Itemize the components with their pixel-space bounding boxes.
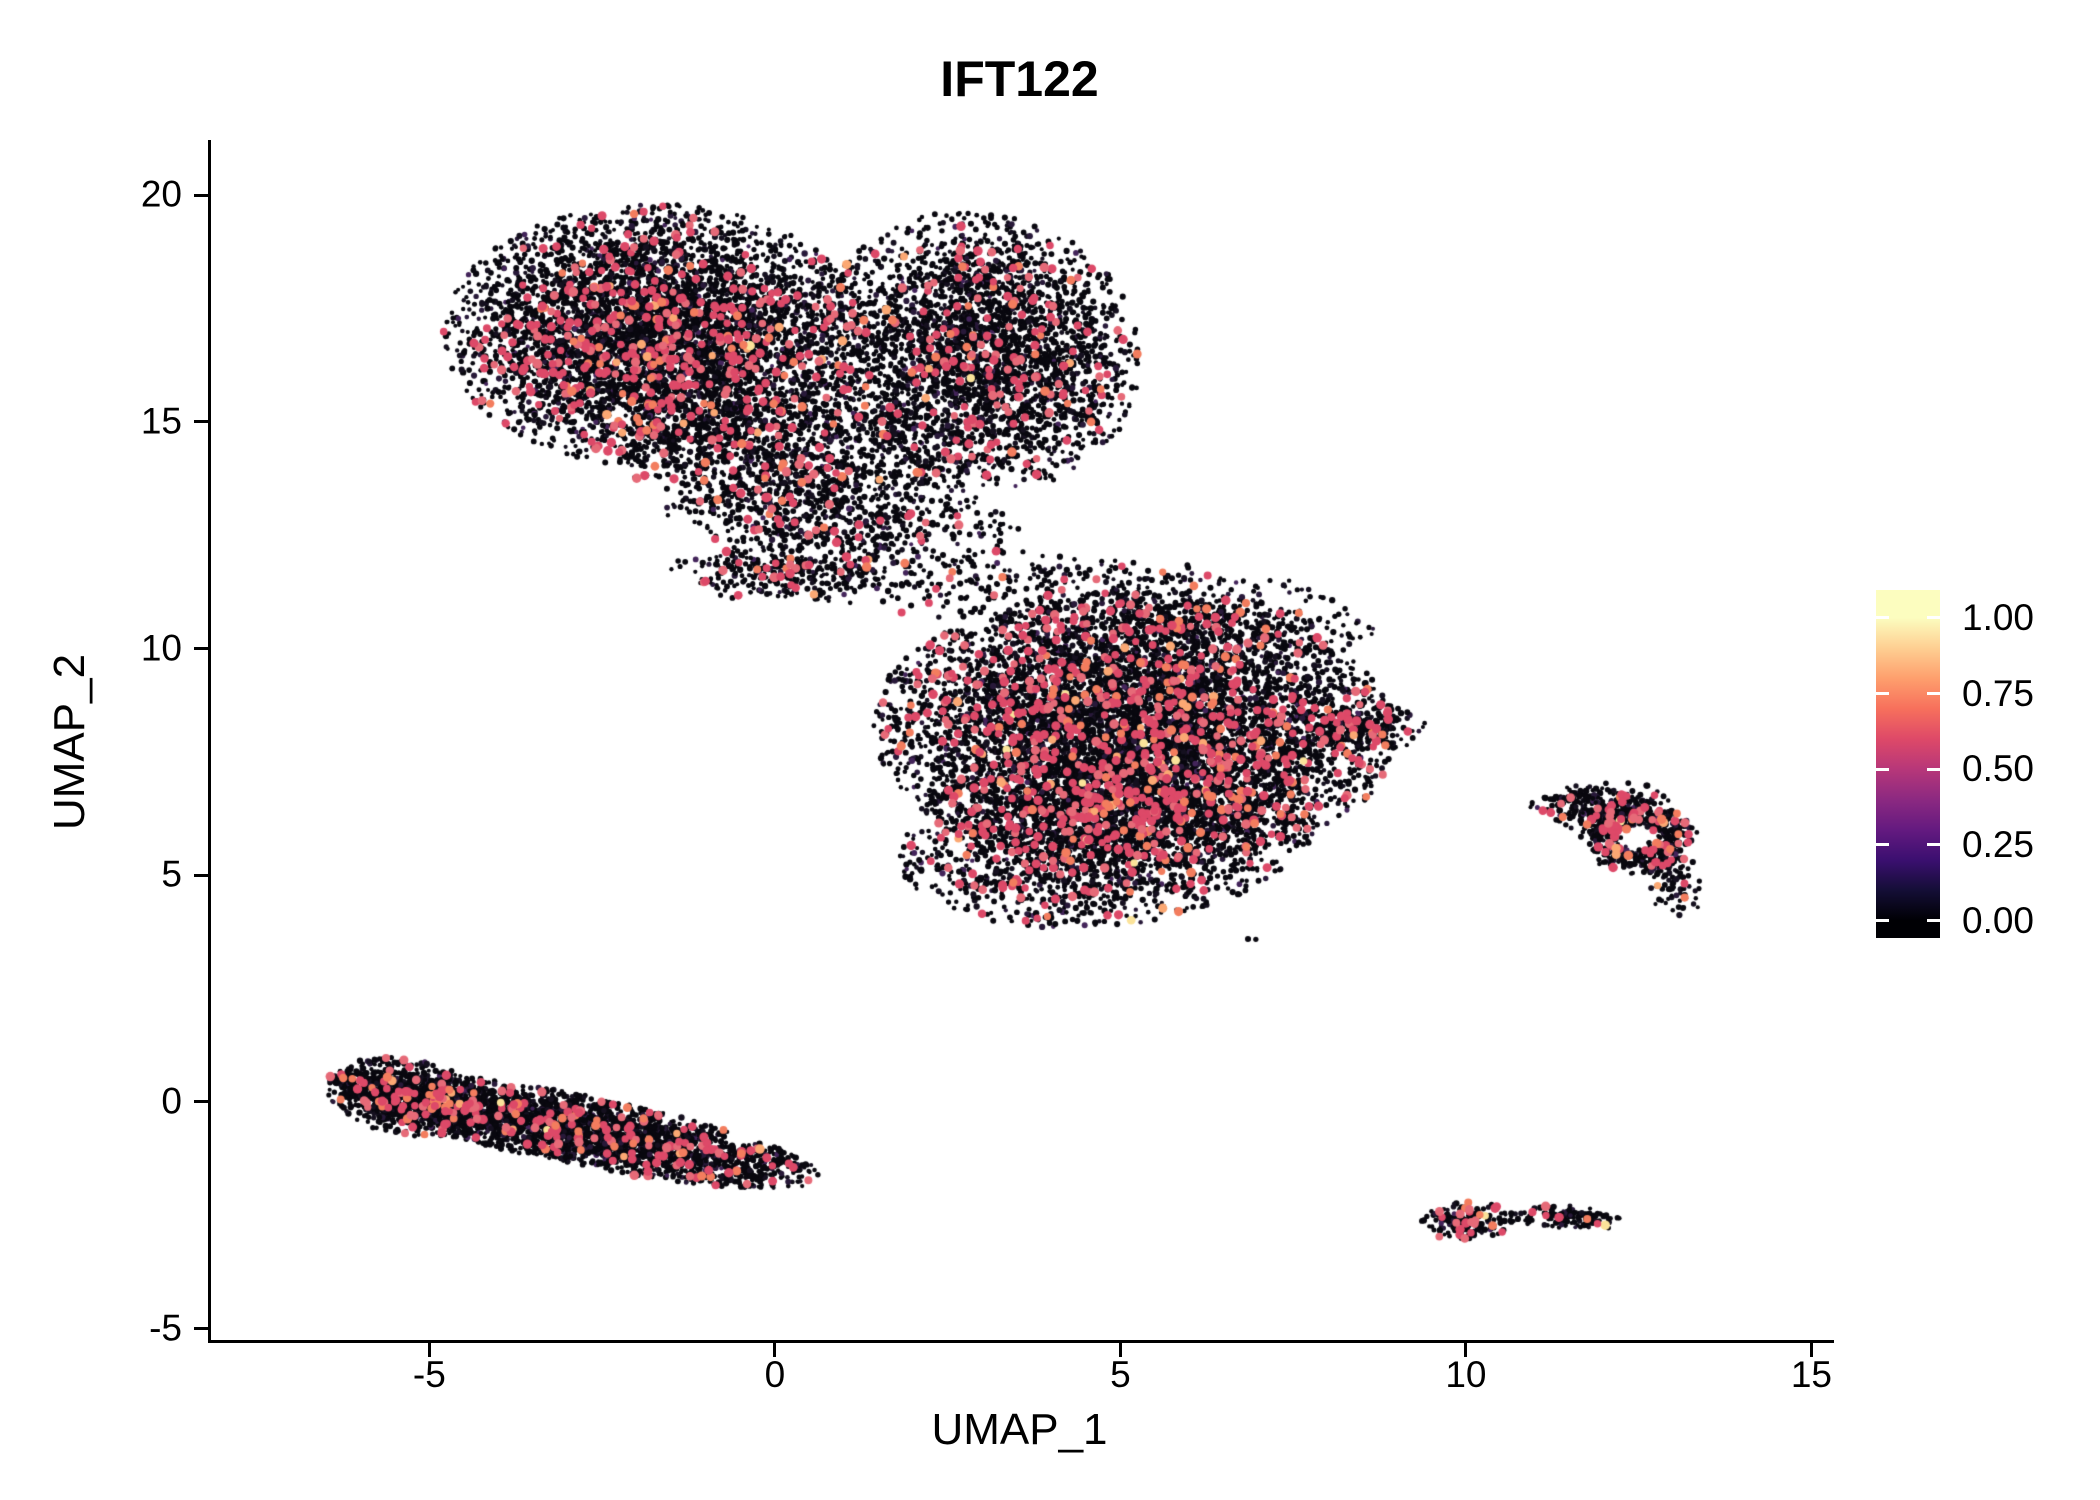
- y-tick-mark: [194, 420, 208, 424]
- colorbar-tick-mark: [1927, 616, 1940, 620]
- plot-title: IFT122: [940, 51, 1099, 107]
- colorbar-tick-mark: [1876, 767, 1889, 771]
- colorbar-tick-label: 1.00: [1962, 596, 2035, 638]
- x-axis-label: UMAP_1: [931, 1405, 1108, 1454]
- y-tick-label: 20: [140, 173, 182, 215]
- colorbar-tick-label: 0.25: [1962, 823, 2035, 865]
- y-tick-mark: [194, 1327, 208, 1331]
- y-axis-line: [208, 140, 211, 1343]
- colorbar-gradient: [1876, 590, 1940, 938]
- colorbar-legend: [1876, 590, 1940, 938]
- y-tick-label: -5: [149, 1307, 182, 1349]
- colorbar-tick-mark: [1927, 843, 1940, 847]
- x-tick-mark: [1464, 1343, 1468, 1357]
- colorbar-tick-mark: [1876, 616, 1889, 620]
- y-tick-mark: [194, 873, 208, 877]
- colorbar-tick-mark: [1876, 919, 1889, 923]
- x-tick-label: -5: [412, 1354, 446, 1395]
- colorbar-tick-label: 0.75: [1962, 672, 2035, 714]
- y-tick-label: 5: [161, 853, 182, 895]
- y-tick-label: 10: [140, 627, 182, 669]
- x-tick-label: 15: [1790, 1354, 1832, 1395]
- colorbar-tick-mark: [1876, 692, 1889, 696]
- x-tick-label: 5: [1110, 1354, 1131, 1395]
- colorbar-tick-mark: [1876, 843, 1889, 847]
- y-tick-mark: [194, 193, 208, 197]
- y-tick-label: 0: [161, 1080, 182, 1122]
- colorbar-tick-mark: [1927, 919, 1940, 923]
- x-tick-mark: [1809, 1343, 1813, 1357]
- colorbar-tick-label: 0.00: [1962, 899, 2035, 941]
- x-tick-mark: [1118, 1343, 1122, 1357]
- colorbar-tick-label: 0.50: [1962, 748, 2035, 790]
- x-tick-mark: [773, 1343, 777, 1357]
- x-tick-label: 10: [1445, 1354, 1487, 1395]
- y-tick-label: 15: [140, 400, 182, 442]
- colorbar-tick-mark: [1927, 692, 1940, 696]
- y-axis-label: UMAP_2: [45, 653, 94, 831]
- x-tick-mark: [427, 1343, 431, 1357]
- x-tick-label: 0: [764, 1354, 786, 1395]
- y-tick-mark: [194, 647, 208, 651]
- colorbar-tick-mark: [1927, 767, 1940, 771]
- x-axis-line: [208, 1340, 1834, 1343]
- y-tick-mark: [194, 1100, 208, 1104]
